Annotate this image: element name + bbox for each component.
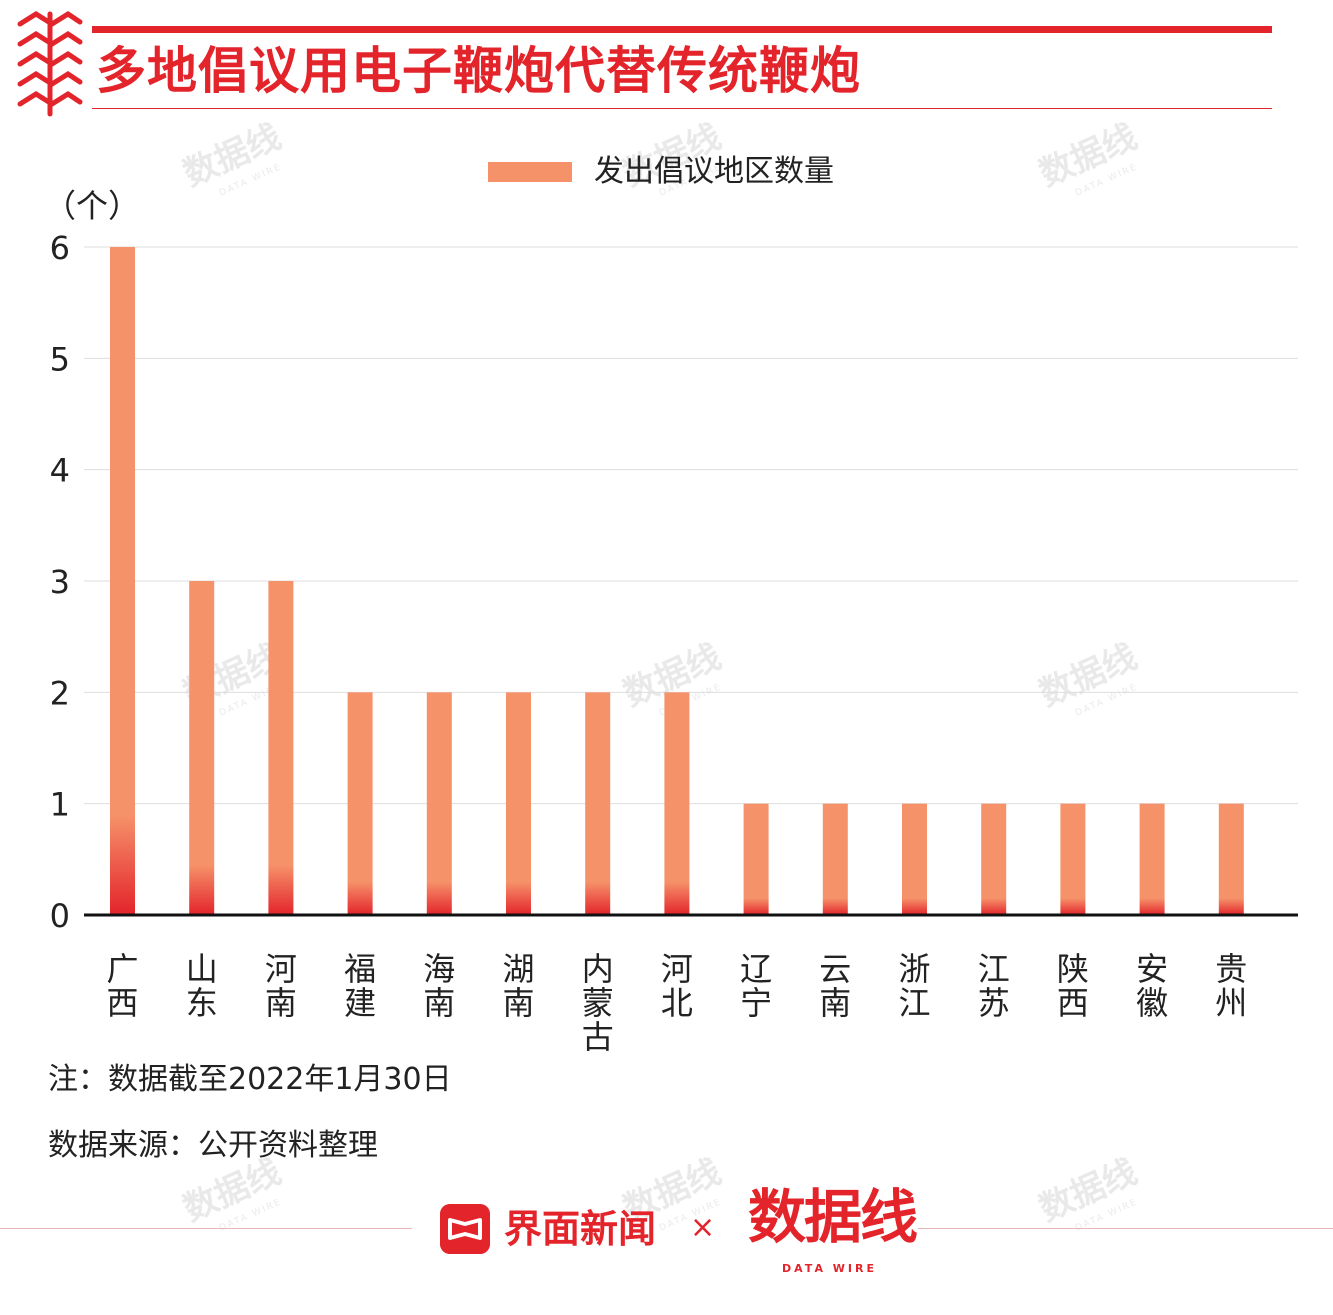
bar bbox=[110, 247, 135, 915]
x-tick-label: 浙江 bbox=[898, 950, 930, 1022]
data-wire-subtitle: DATA WIRE bbox=[782, 1262, 877, 1275]
x-tick-label: 河北 bbox=[661, 950, 693, 1022]
bar bbox=[822, 803, 848, 915]
x-tick-label: 辽宁 bbox=[740, 950, 772, 1022]
bar bbox=[189, 581, 215, 915]
footer-rule bbox=[918, 1228, 1333, 1229]
bar bbox=[743, 803, 769, 915]
bar bbox=[426, 692, 452, 915]
y-tick-label: 4 bbox=[50, 452, 70, 490]
header-bottom-rule bbox=[92, 108, 1272, 109]
bar bbox=[347, 692, 373, 915]
y-tick-label: 3 bbox=[50, 563, 70, 601]
bar bbox=[981, 803, 1007, 915]
legend-swatch bbox=[488, 162, 572, 182]
y-axis-unit-label: （个） bbox=[44, 187, 141, 225]
footer-rule bbox=[0, 1228, 412, 1229]
bar bbox=[268, 581, 294, 915]
cross-separator: × bbox=[690, 1210, 716, 1245]
y-tick-label: 5 bbox=[50, 340, 70, 378]
x-tick-label: 山东 bbox=[186, 950, 218, 1022]
chart-note: 注：数据截至2022年1月30日 bbox=[48, 1062, 452, 1097]
x-tick-label: 内蒙古 bbox=[582, 950, 614, 1056]
y-tick-label: 1 bbox=[50, 786, 70, 824]
watermark: 数据线 DATA WIRE bbox=[177, 1151, 287, 1234]
data-source: 数据来源：公开资料整理 bbox=[48, 1128, 378, 1163]
x-tick-label: 安徽 bbox=[1136, 950, 1168, 1022]
bar bbox=[585, 692, 611, 915]
chart-title: 多地倡议用电子鞭炮代替传统鞭炮 bbox=[96, 42, 861, 100]
bar bbox=[1060, 803, 1086, 915]
bar bbox=[1139, 803, 1165, 915]
bar bbox=[1218, 803, 1244, 915]
data-wire-logo: 数据线 bbox=[748, 1183, 918, 1251]
bar bbox=[902, 803, 927, 915]
brand-name: 界面新闻 bbox=[504, 1207, 657, 1251]
jiemian-logo-icon bbox=[440, 1204, 490, 1254]
x-tick-label: 陕西 bbox=[1057, 950, 1089, 1022]
x-tick-label: 福建 bbox=[344, 950, 376, 1022]
x-tick-label: 江苏 bbox=[978, 950, 1010, 1022]
y-tick-label: 2 bbox=[50, 674, 70, 712]
y-tick-label: 0 bbox=[50, 897, 70, 935]
bar bbox=[506, 692, 531, 915]
firecracker-logo-icon bbox=[17, 11, 83, 117]
x-tick-label: 海南 bbox=[423, 950, 455, 1022]
bar bbox=[664, 692, 690, 915]
x-tick-label: 河南 bbox=[265, 950, 297, 1022]
x-tick-label: 广西 bbox=[106, 950, 138, 1022]
x-tick-label: 贵州 bbox=[1215, 950, 1247, 1022]
watermark: 数据线 DATA WIRE bbox=[1033, 1151, 1143, 1234]
y-tick-label: 6 bbox=[50, 229, 70, 267]
legend-label: 发出倡议地区数量 bbox=[594, 154, 834, 189]
header-top-rule bbox=[92, 26, 1272, 33]
x-tick-label: 云南 bbox=[819, 950, 851, 1022]
x-tick-label: 湖南 bbox=[502, 950, 534, 1022]
